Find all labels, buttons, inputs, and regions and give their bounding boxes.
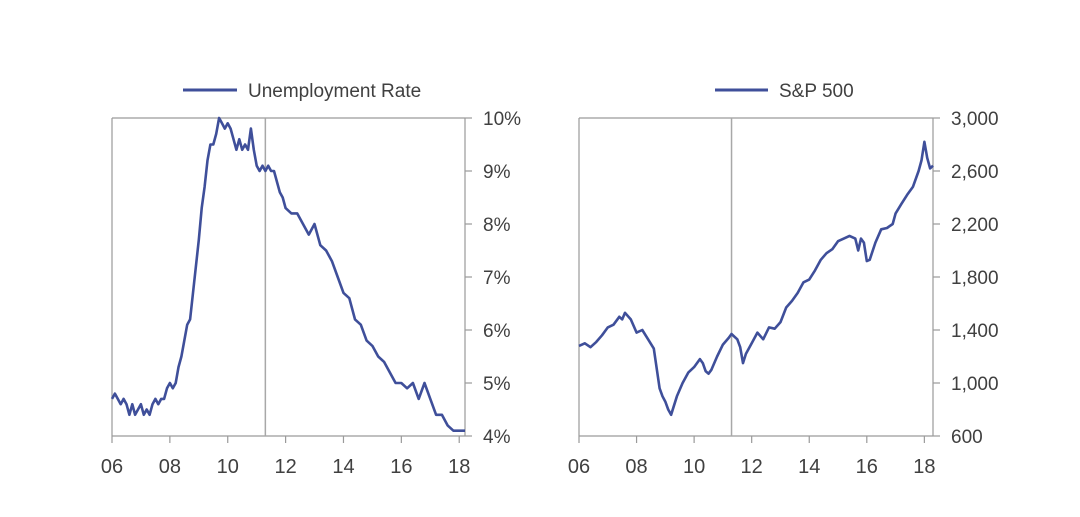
unemployment-y-tick-label: 9% — [483, 162, 511, 183]
sp500-y-tick-label: 1,000 — [951, 374, 999, 395]
sp500-index-line — [578, 140, 934, 417]
sp500-x-tick-label: 14 — [798, 456, 820, 478]
sp500-x-tick-label: 12 — [741, 456, 763, 478]
sp500-y-tick-label: 3,000 — [951, 109, 999, 130]
sp500-legend-label: S&P 500 — [779, 81, 854, 102]
unemployment-y-tick-label: 6% — [483, 321, 511, 342]
sp500-x-tick-label: 10 — [683, 456, 705, 478]
unemployment-rate-line — [110, 116, 465, 432]
unemployment-x-tick-label: 16 — [390, 456, 412, 478]
sp500-y-tick-label: 1,400 — [951, 321, 999, 342]
unemployment-x-tick-label: 08 — [159, 456, 181, 478]
sp500-y-tick-label: 2,600 — [951, 162, 999, 183]
unemployment-legend-label: Unemployment Rate — [248, 81, 421, 102]
unemployment-x-tick-label: 14 — [332, 456, 354, 478]
unemployment-x-tick-label: 06 — [101, 456, 123, 478]
unemployment-x-tick-label: 10 — [217, 456, 239, 478]
unemployment-x-tick-label: 18 — [448, 456, 470, 478]
unemployment-y-ticks: 10% 9% 8% 7% 6% 5% 4% — [465, 109, 521, 448]
sp500-x-tick-label: 06 — [568, 456, 590, 478]
unemployment-chart: Unemployment Rate 06 08 10 12 14 16 18 10% 9% 8%… — [101, 81, 521, 478]
sp500-y-tick-label: 1,800 — [951, 268, 999, 289]
sp500-chart: S&P 500 06 08 10 12 14 16 18 3,000 2,600 2,200 1,… — [568, 81, 999, 478]
unemployment-y-tick-label: 4% — [483, 427, 511, 448]
sp500-y-tick-label: 600 — [951, 427, 983, 448]
unemployment-y-tick-label: 5% — [483, 374, 511, 395]
unemployment-y-tick-label: 7% — [483, 268, 511, 289]
unemployment-y-tick-label: 10% — [483, 109, 521, 130]
unemployment-x-tick-label: 12 — [274, 456, 296, 478]
sp500-x-tick-label: 18 — [913, 456, 935, 478]
sp500-x-ticks: 06 08 10 12 14 16 18 — [568, 436, 935, 478]
unemployment-x-ticks: 06 08 10 12 14 16 18 — [101, 436, 470, 478]
sp500-x-tick-label: 08 — [625, 456, 647, 478]
sp500-x-tick-label: 16 — [856, 456, 878, 478]
sp500-y-tick-label: 2,200 — [951, 215, 999, 236]
sp500-y-ticks: 3,000 2,600 2,200 1,800 1,400 1,000 600 — [933, 109, 999, 448]
unemployment-y-tick-label: 8% — [483, 215, 511, 236]
